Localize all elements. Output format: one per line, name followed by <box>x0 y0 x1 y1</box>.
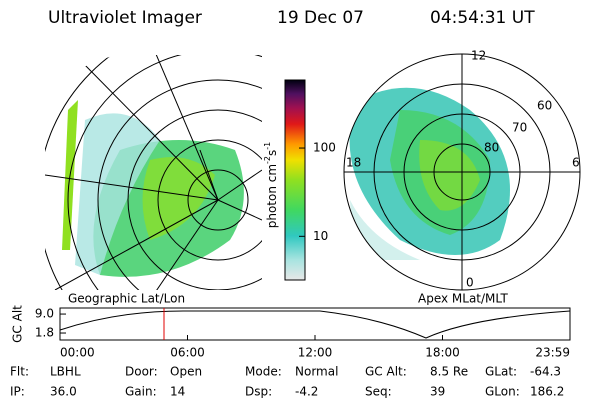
mlt-label: 12 <box>471 49 486 63</box>
field-label: IP: <box>10 385 25 399</box>
field-label: Seq: <box>365 385 392 399</box>
field-value: -64.3 <box>530 365 561 379</box>
unit-exp: -1 <box>263 142 272 150</box>
alt-curve <box>59 310 571 339</box>
alt-axis-label: GC Alt <box>11 305 25 343</box>
field-value: -4.2 <box>295 385 318 399</box>
field-value: 8.5 Re <box>430 365 468 379</box>
alt-x-tick-label: 00:00 <box>60 346 95 360</box>
alt-x-tick-label: 06:00 <box>170 346 205 360</box>
field-label: GLon: <box>485 385 520 399</box>
alt-x-tick-label: 18:00 <box>425 346 460 360</box>
field-label: GLat: <box>485 365 517 379</box>
field-value: 36.0 <box>50 385 77 399</box>
field-value: Open <box>170 365 202 379</box>
unit-base: photon cm <box>265 164 279 228</box>
field-value: 39 <box>430 385 445 399</box>
mlt-label: 6 <box>572 156 580 170</box>
unit-exp: -2 <box>263 156 272 164</box>
lat-label: 70 <box>512 121 527 135</box>
alt-x-tick-label: 23:59 <box>535 346 570 360</box>
field-value: 186.2 <box>530 385 564 399</box>
field-label: Dsp: <box>245 385 272 399</box>
colorbar <box>284 79 306 281</box>
field-value: Normal <box>295 365 338 379</box>
mlt-label: 0 <box>466 276 474 290</box>
geographic-map <box>45 53 262 290</box>
field-label: Door: <box>125 365 158 379</box>
field-label: Gain: <box>125 385 157 399</box>
colorbar-tick-label: 100 <box>313 141 336 155</box>
field-label: Flt: <box>10 365 29 379</box>
colorbar-tick-label: 10 <box>313 229 328 243</box>
lat-label: 80 <box>484 141 499 155</box>
field-label: Mode: <box>245 365 282 379</box>
left-panel-label: Geographic Lat/Lon <box>68 292 185 306</box>
alt-y-tick-label: 1.8 <box>35 326 54 340</box>
right-panel-label: Apex MLat/MLT <box>418 292 508 306</box>
unit-s: s <box>265 150 279 156</box>
lat-label: 60 <box>537 99 552 113</box>
mlt-label: 18 <box>346 156 361 170</box>
polar-grid <box>343 53 581 291</box>
colorbar-unit: photon cm-2s-1 <box>263 142 279 229</box>
alt-y-tick-label: 9.0 <box>35 307 54 321</box>
field-value: 14 <box>170 385 185 399</box>
title: Ultraviolet Imager <box>48 8 202 28</box>
field-value: LBHL <box>50 365 81 379</box>
alt-x-tick-label: 12:00 <box>298 346 333 360</box>
date: 19 Dec 07 <box>277 8 364 28</box>
field-label: GC Alt: <box>365 365 407 379</box>
time: 04:54:31 UT <box>430 8 535 28</box>
